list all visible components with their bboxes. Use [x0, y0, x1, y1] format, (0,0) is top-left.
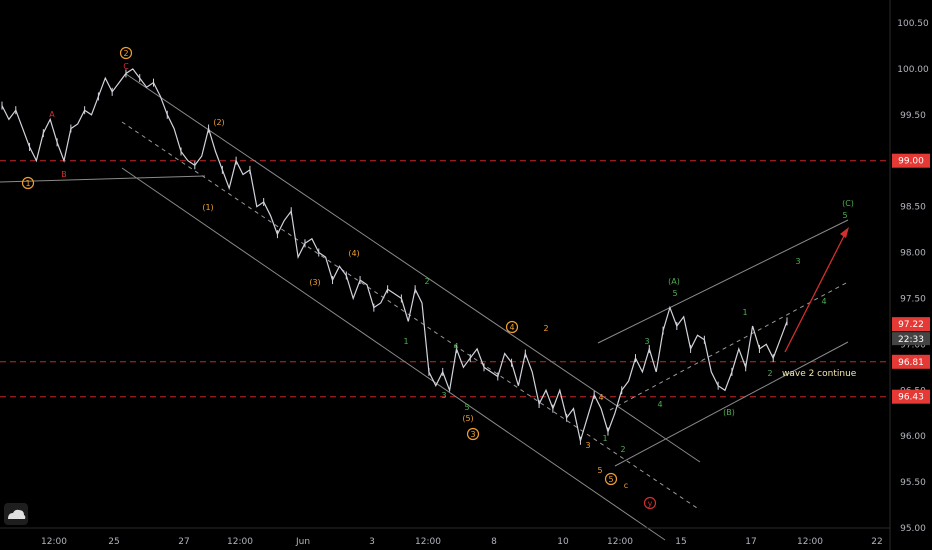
y-tick-label: 95.50 [900, 478, 926, 488]
circled-wave-marker [21, 176, 35, 190]
level-badge-text: 96.43 [898, 393, 924, 403]
y-tick-label: 95.00 [900, 524, 926, 534]
circled-wave-marker [505, 320, 519, 334]
circled-wave-marker [604, 472, 618, 486]
wave-label: 5 [672, 289, 677, 298]
y-tick-label: 97.00 [900, 340, 926, 350]
level-badge [892, 389, 930, 404]
circled-wave-label: 4 [509, 323, 514, 332]
price-badges: 99.00 96.81 96.43 97.22 22:33 [892, 153, 930, 404]
projection-arrow [784, 231, 847, 353]
wave-label: 4 [598, 393, 603, 402]
wave-label: C [123, 62, 129, 71]
wave-label: 2 [543, 324, 548, 333]
wave-label: c [624, 481, 628, 490]
tradingview-logo[interactable] [4, 503, 28, 525]
x-tick-label: 10 [557, 537, 569, 547]
x-tick-label: 15 [675, 537, 686, 547]
level-badge [892, 354, 930, 369]
y-tick-label: 98.50 [900, 203, 926, 213]
wave-label: (2) [213, 118, 224, 127]
wave-label: 1 [602, 434, 607, 443]
wave-label: (3) [309, 278, 320, 287]
wave-label: 5 [842, 211, 847, 220]
channel-mid-up [609, 281, 849, 411]
wave1-base-line [0, 175, 206, 183]
wave-label: B [61, 170, 67, 179]
x-tick-label: 27 [178, 537, 189, 547]
wave-label: 3 [795, 257, 800, 266]
countdown-badge [892, 332, 930, 346]
wave-label: 3 [441, 391, 446, 400]
wave-label: 2 [767, 369, 772, 378]
channel-lower-up [614, 341, 849, 467]
wave-label: 4 [821, 297, 826, 306]
circled-wave-label: 1 [25, 179, 30, 188]
wave-label: 5 [464, 403, 469, 412]
cloud-icon [8, 509, 26, 519]
wave-label: 1 [403, 337, 408, 346]
circled-wave-label: 2 [123, 49, 128, 58]
x-tick-label: 22 [871, 537, 882, 547]
x-tick-label: Jun [295, 537, 310, 547]
wave-label: A [49, 110, 55, 119]
x-tick-label: 12:00 [607, 537, 633, 547]
horizontal-levels [0, 160, 890, 398]
x-tick-label: 12:00 [415, 537, 441, 547]
y-tick-label: 97.50 [900, 294, 926, 304]
x-tick-label: 12:00 [797, 537, 823, 547]
time-axis[interactable]: 12:00 25 27 12:00 Jun 3 12:00 8 10 12:00 15 17 12:00… [0, 527, 890, 547]
current-price-badge [892, 317, 930, 332]
circled-wave-marker [643, 496, 657, 510]
countdown-text: 22:33 [898, 335, 924, 345]
x-tick-label: 17 [745, 537, 756, 547]
wave-label: (C) [842, 199, 854, 208]
wave-label: (B) [723, 408, 735, 417]
x-tick-label: 25 [108, 537, 119, 547]
y-tick-label: 100.50 [897, 19, 929, 29]
wave-label: (4) [348, 249, 359, 258]
price-series [1, 68, 788, 445]
x-tick-label: 12:00 [41, 537, 67, 547]
wave-note: wave 2 continue [782, 369, 857, 379]
y-tick-label: 96.00 [900, 432, 926, 442]
wave-annotations: A B C (1) (2) (3) (4) (5) 1 2 3 4 5 2 3 4 5 1 2 3 4 (A) 5 (B) 1 2… [21, 46, 857, 510]
channel-upper-down [125, 73, 701, 463]
circled-wave-marker [466, 427, 480, 441]
channel-lower-down [121, 167, 666, 541]
arrow-head [840, 227, 849, 238]
wave-label: 3 [644, 337, 649, 346]
wave-label: 4 [657, 400, 662, 409]
current-price-text: 97.22 [898, 320, 924, 330]
y-tick-label: 98.00 [900, 249, 926, 259]
price-line [1, 68, 788, 441]
wave-label: 5 [597, 466, 602, 475]
price-axis[interactable]: 95.0095.5096.0096.5097.0097.5098.0098.50… [889, 0, 929, 550]
level-badge-text: 96.81 [898, 358, 924, 368]
x-tick-label: 12:00 [227, 537, 253, 547]
circled-wave-label: 3 [470, 430, 475, 439]
x-tick-label: 8 [491, 537, 497, 547]
wave-label: (5) [462, 414, 473, 423]
wave-label: 4 [453, 342, 458, 351]
trend-channels [0, 73, 849, 541]
wave-label: 2 [424, 277, 429, 286]
wave-label: 1 [742, 308, 747, 317]
circled-wave-label: y [648, 499, 653, 508]
x-tick-label: 3 [369, 537, 375, 547]
circled-wave-label: 5 [608, 475, 613, 484]
y-tick-label: 99.50 [900, 111, 926, 121]
y-tick-label: 100.00 [897, 65, 929, 75]
circled-wave-marker [119, 46, 133, 60]
wave-label: 2 [620, 445, 625, 454]
wave-label: (A) [668, 277, 680, 286]
level-badge [892, 153, 930, 168]
wave-label: (1) [202, 203, 213, 212]
level-badge-text: 99.00 [898, 157, 924, 167]
wave-label: 3 [585, 441, 590, 450]
channel-upper-up [597, 219, 849, 344]
